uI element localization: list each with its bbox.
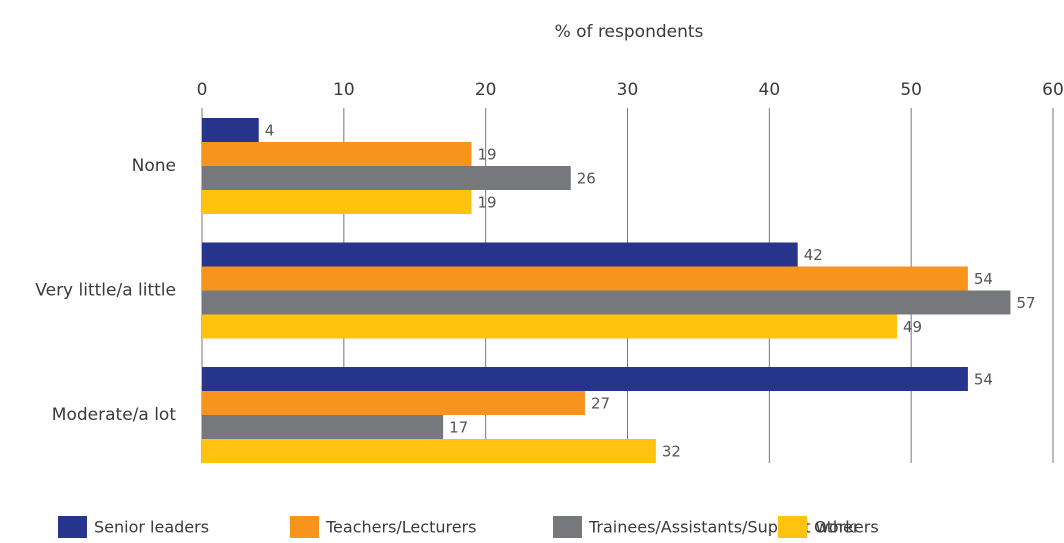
bar: [202, 367, 968, 391]
value-label: 54: [974, 270, 993, 288]
bar: [202, 242, 798, 267]
bar: [202, 166, 571, 190]
bar: [202, 391, 585, 415]
category-label: None: [132, 156, 176, 176]
value-label: 49: [903, 318, 922, 336]
axis-title: % of respondents: [555, 22, 704, 42]
x-tick-label: 50: [900, 80, 922, 100]
legend-label: Teachers/Lecturers: [325, 518, 476, 537]
x-tick-label: 20: [475, 80, 497, 100]
x-tick-label: 30: [617, 80, 639, 100]
value-label: 19: [477, 194, 496, 212]
legend-swatch: [778, 516, 807, 538]
legend-label: Other: [814, 518, 860, 537]
legend-swatch: [58, 516, 87, 538]
legend-label: Senior leaders: [94, 518, 209, 537]
x-tick-label: 40: [759, 80, 781, 100]
bar: [202, 118, 259, 142]
value-label: 54: [974, 371, 993, 389]
category-label: Very little/a little: [35, 281, 176, 301]
bar: [202, 142, 472, 166]
value-label: 32: [662, 443, 681, 461]
x-tick-label: 60: [1042, 80, 1064, 100]
category-label: Moderate/a lot: [52, 405, 177, 425]
value-label: 19: [477, 146, 496, 164]
legend-swatch: [290, 516, 319, 538]
bar: [202, 439, 656, 463]
value-label: 17: [449, 419, 468, 437]
value-label: 26: [577, 170, 596, 188]
bar: [202, 190, 472, 214]
x-tick-label: 10: [333, 80, 355, 100]
bar: [202, 290, 1011, 315]
value-label: 57: [1016, 294, 1035, 312]
value-label: 27: [591, 395, 610, 413]
legend-swatch: [553, 516, 582, 538]
x-tick-label: 0: [197, 80, 208, 100]
bar: [202, 266, 968, 291]
value-label: 42: [804, 246, 823, 264]
bar: [202, 415, 444, 439]
bar: [202, 314, 897, 339]
value-label: 4: [265, 122, 275, 140]
